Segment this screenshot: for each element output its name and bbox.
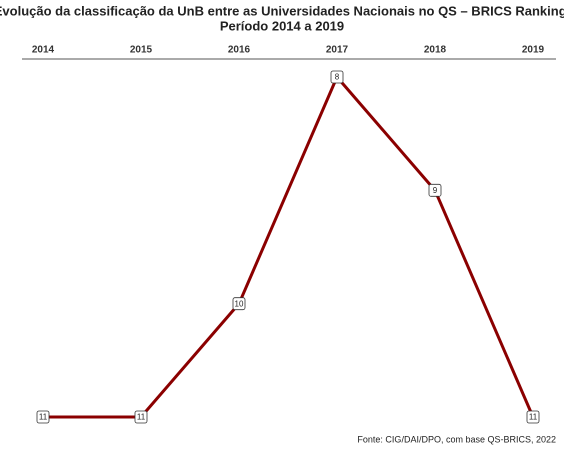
value-label: 11 bbox=[529, 413, 538, 422]
x-tick-label: 2016 bbox=[228, 45, 251, 56]
value-label: 11 bbox=[39, 413, 48, 422]
value-label-box bbox=[526, 410, 540, 424]
value-label: 10 bbox=[235, 299, 244, 308]
value-label: 8 bbox=[335, 73, 340, 82]
value-label: 9 bbox=[433, 186, 438, 195]
x-tick-label: 2018 bbox=[424, 45, 447, 56]
data-line bbox=[43, 75, 535, 419]
value-label: 11 bbox=[137, 413, 146, 422]
value-label-box bbox=[428, 183, 442, 197]
chart-title: Evolução da classificação da UnB entre a… bbox=[0, 3, 564, 18]
value-label-box bbox=[330, 70, 344, 84]
x-tick-label: 2015 bbox=[130, 45, 153, 56]
x-tick-label: 2014 bbox=[32, 45, 55, 56]
source-note: Fonte: CIG/DAI/DPO, com base QS-BRICS, 2… bbox=[357, 434, 556, 444]
chart-subtitle: Período 2014 a 2019 bbox=[220, 18, 344, 33]
value-label-box bbox=[232, 297, 246, 311]
value-label-box bbox=[36, 410, 50, 424]
x-tick-label: 2017 bbox=[326, 45, 349, 56]
x-tick-label: 2019 bbox=[522, 45, 545, 56]
value-label-box bbox=[134, 410, 148, 424]
